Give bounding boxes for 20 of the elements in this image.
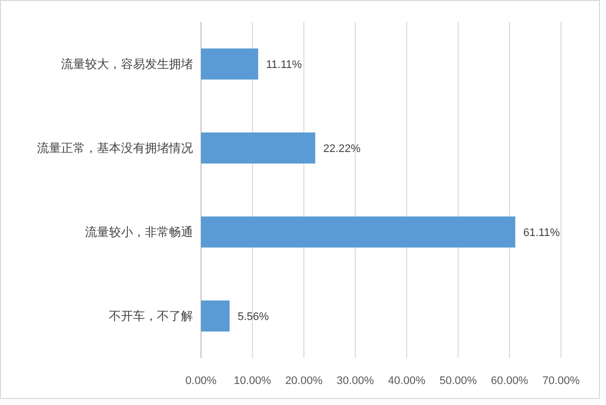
bar	[201, 48, 258, 80]
y-tick-label: 流量较小，非常畅通	[85, 225, 193, 239]
y-tick-label: 流量正常，基本没有拥堵情况	[37, 141, 193, 155]
bar	[201, 132, 316, 164]
x-tick-label: 10.00%	[234, 375, 272, 387]
x-tick-label: 30.00%	[336, 375, 374, 387]
data-label: 11.11%	[266, 59, 302, 71]
x-tick-label: 20.00%	[285, 375, 323, 387]
bar	[201, 216, 516, 248]
y-tick-label: 不开车，不了解	[109, 309, 193, 323]
y-tick-label: 流量较大，容易发生拥堵	[61, 57, 193, 71]
x-tick-label: 50.00%	[439, 375, 478, 387]
data-label: 61.11%	[523, 227, 560, 239]
data-label: 22.22%	[323, 143, 361, 155]
x-tick-label: 40.00%	[388, 375, 426, 387]
x-tick-label: 60.00%	[490, 375, 528, 387]
x-tick-label: 70.00%	[542, 375, 580, 387]
data-label: 5.56%	[238, 311, 270, 323]
x-tick-label: 0.00%	[185, 375, 217, 387]
bar	[201, 300, 230, 332]
